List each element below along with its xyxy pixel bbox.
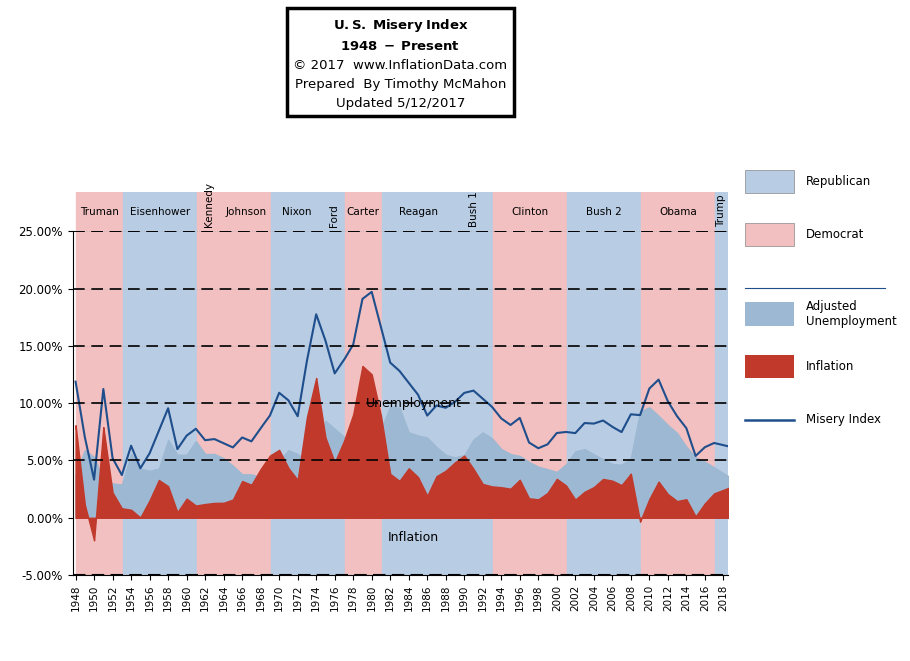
Bar: [76, 231, 124, 575]
Bar: [492, 231, 567, 575]
Text: Carter: Carter: [347, 206, 379, 217]
Bar: [456, 231, 492, 575]
Text: $\bf{U.S.\;Misery\;Index}$
$\bf{1948\;-\;Present}$
© 2017  www.InflationData.com: $\bf{U.S.\;Misery\;Index}$ $\bf{1948\;-\…: [293, 17, 508, 110]
Bar: [222, 192, 270, 231]
Text: Nixon: Nixon: [282, 206, 311, 217]
Bar: [641, 192, 715, 231]
Text: Reagan: Reagan: [399, 206, 439, 217]
Text: Truman: Truman: [80, 206, 119, 217]
Text: Unemployment: Unemployment: [366, 397, 461, 410]
Bar: [641, 231, 715, 575]
Text: Inflation: Inflation: [388, 531, 439, 544]
Bar: [322, 192, 345, 231]
Text: Kennedy: Kennedy: [205, 182, 215, 227]
Text: Misery Index: Misery Index: [806, 413, 881, 426]
Bar: [456, 192, 492, 231]
Bar: [76, 192, 124, 231]
Bar: [322, 231, 345, 575]
Bar: [381, 231, 456, 575]
Text: Adjusted
Unemployment: Adjusted Unemployment: [806, 300, 896, 328]
FancyBboxPatch shape: [745, 171, 794, 193]
FancyBboxPatch shape: [745, 356, 794, 378]
Bar: [567, 231, 641, 575]
Bar: [222, 231, 270, 575]
Bar: [197, 192, 222, 231]
Text: Obama: Obama: [659, 206, 697, 217]
Bar: [270, 231, 322, 575]
Text: Bush 1: Bush 1: [470, 192, 480, 227]
Bar: [197, 231, 222, 575]
Text: Trump: Trump: [716, 195, 726, 227]
Bar: [345, 231, 381, 575]
Bar: [567, 192, 641, 231]
Bar: [715, 192, 728, 231]
FancyBboxPatch shape: [745, 303, 794, 326]
Bar: [492, 192, 567, 231]
Bar: [715, 231, 728, 575]
Text: Inflation: Inflation: [806, 360, 854, 373]
Text: Ford: Ford: [329, 205, 339, 227]
Text: Bush 2: Bush 2: [586, 206, 622, 217]
Bar: [124, 231, 197, 575]
Text: Johnson: Johnson: [226, 206, 267, 217]
Bar: [345, 192, 381, 231]
Text: Democrat: Democrat: [806, 228, 864, 241]
Bar: [270, 192, 322, 231]
FancyBboxPatch shape: [745, 223, 794, 247]
Bar: [381, 192, 456, 231]
Text: Republican: Republican: [806, 175, 871, 188]
Bar: [124, 192, 197, 231]
Text: Eisenhower: Eisenhower: [130, 206, 190, 217]
Text: Clinton: Clinton: [511, 206, 549, 217]
